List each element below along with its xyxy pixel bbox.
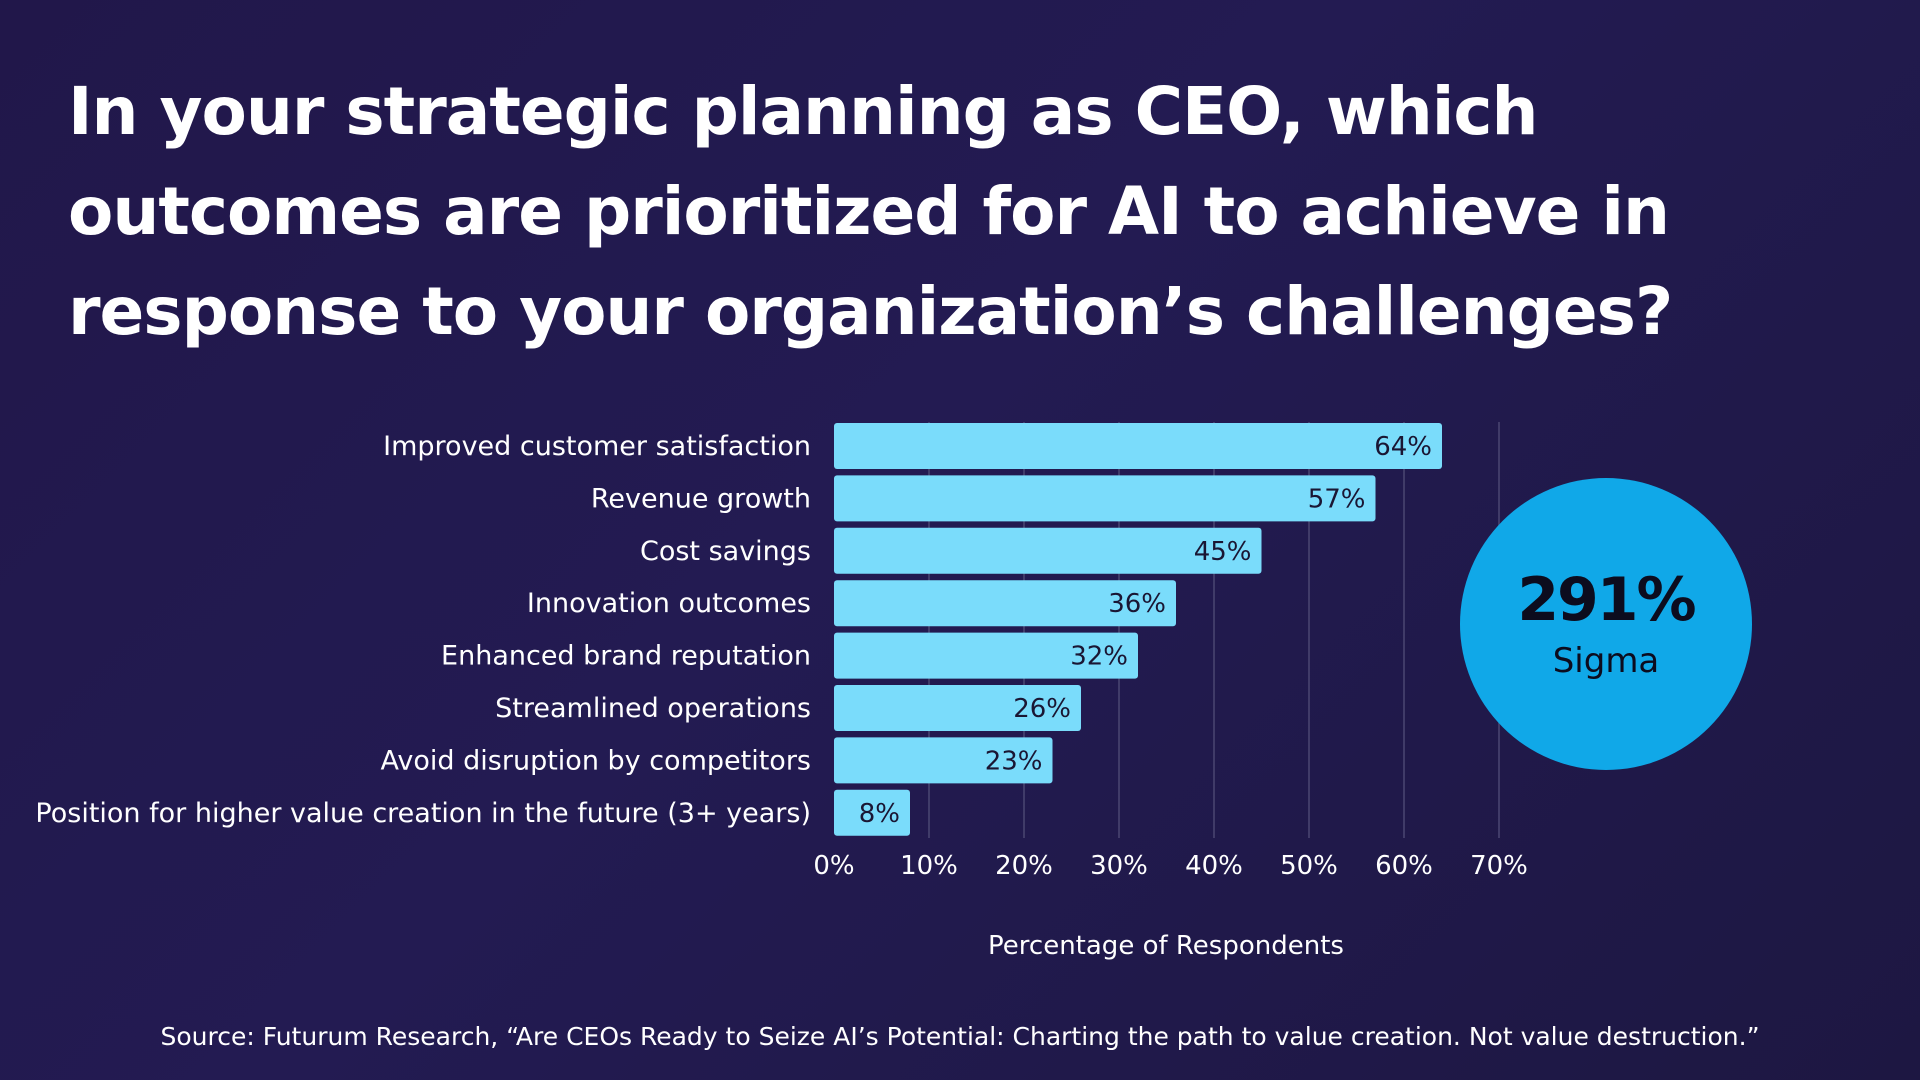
bar xyxy=(834,580,1176,627)
x-tick-label: 10% xyxy=(900,851,958,881)
sigma-label: Sigma xyxy=(1552,641,1660,681)
bar-value-label: 8% xyxy=(859,799,900,829)
x-tick-label: 30% xyxy=(1090,851,1148,881)
category-label: Cost savings xyxy=(640,536,811,567)
bar xyxy=(834,423,1442,469)
sigma-value: 291% xyxy=(1517,565,1696,635)
category-labels: Improved customer satisfaction Revenue gr… xyxy=(35,431,811,829)
x-tick-label: 70% xyxy=(1470,851,1528,881)
x-tick-label: 0% xyxy=(813,851,854,881)
sigma-highlight-circle: 291% Sigma xyxy=(1460,478,1752,770)
bars: 64% 57% 45% 36% 32% 26% 23% 8% xyxy=(834,423,1442,836)
bar-value-label: 57% xyxy=(1308,484,1366,514)
bar-value-label: 45% xyxy=(1194,537,1252,567)
category-label: Revenue growth xyxy=(591,483,811,514)
category-label: Enhanced brand reputation xyxy=(441,641,811,672)
x-tick-label: 50% xyxy=(1280,851,1338,881)
category-label: Position for higher value creation in th… xyxy=(35,798,811,829)
category-label: Streamlined operations xyxy=(495,693,811,724)
source-citation: Source: Futurum Research, “Are CEOs Read… xyxy=(160,1022,1760,1051)
x-tick-label: 20% xyxy=(995,851,1053,881)
bar-chart: 64% 57% 45% 36% 32% 26% 23% 8% Improved custome… xyxy=(35,422,1528,961)
x-axis-title: Percentage of Respondents xyxy=(988,931,1344,961)
bar-value-label: 32% xyxy=(1070,642,1128,672)
x-tick-label: 60% xyxy=(1375,851,1433,881)
bar xyxy=(834,685,1081,731)
x-axis-ticks: 0% 10% 20% 30% 40% 50% 60% 70% xyxy=(813,851,1528,881)
bar-value-label: 23% xyxy=(985,746,1043,776)
bar-value-label: 64% xyxy=(1374,432,1432,462)
bar xyxy=(834,737,1053,784)
category-label: Improved customer satisfaction xyxy=(383,431,811,462)
page-title: In your strategic planning as CEO, which… xyxy=(68,73,1673,350)
bar-value-label: 26% xyxy=(1013,694,1071,724)
category-label: Avoid disruption by competitors xyxy=(381,745,811,776)
bar-value-label: 36% xyxy=(1108,589,1166,619)
bar xyxy=(834,527,1262,574)
bar xyxy=(834,475,1376,522)
category-label: Innovation outcomes xyxy=(527,588,811,619)
x-tick-label: 40% xyxy=(1185,851,1243,881)
bar xyxy=(834,632,1138,679)
bar xyxy=(834,789,910,836)
